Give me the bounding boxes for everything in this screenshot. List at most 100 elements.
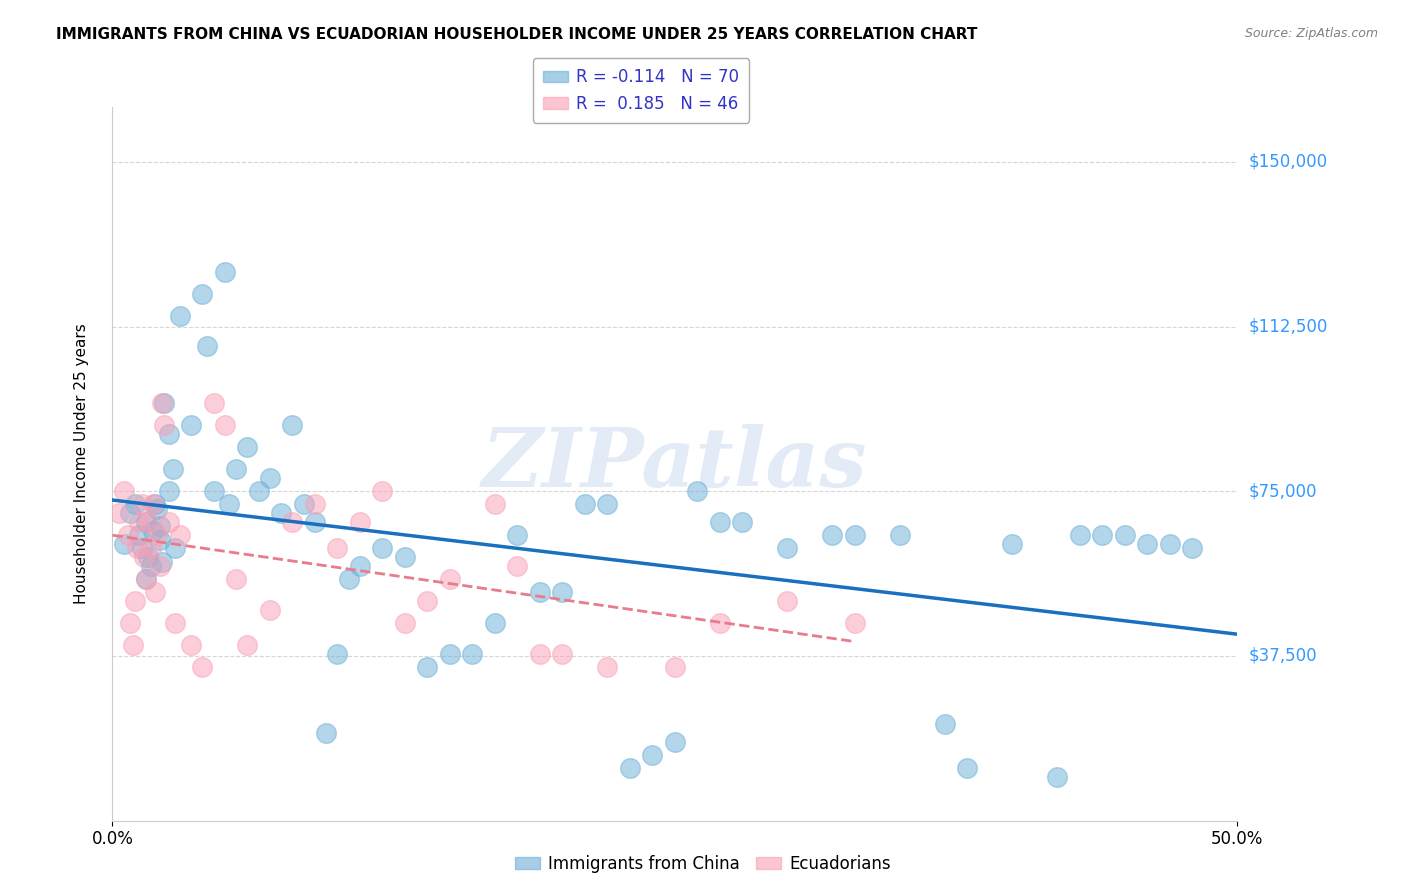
Text: $37,500: $37,500: [1249, 647, 1317, 665]
Point: [821, 528, 844, 542]
Point: [270, 506, 292, 520]
Point: [143, 498, 166, 512]
Point: [138, 550, 160, 565]
Text: IMMIGRANTS FROM CHINA VS ECUADORIAN HOUSEHOLDER INCOME UNDER 25 YEARS CORRELATIO: IMMIGRANTS FROM CHINA VS ECUADORIAN HOUS…: [56, 27, 977, 42]
Point: [120, 506, 142, 520]
Point: [180, 418, 202, 433]
Point: [1181, 541, 1204, 556]
Text: $75,000: $75,000: [1249, 483, 1317, 500]
Point: [731, 515, 754, 529]
Point: [150, 555, 173, 569]
Point: [574, 498, 596, 512]
Point: [131, 541, 153, 556]
Point: [153, 396, 176, 410]
Point: [138, 515, 160, 529]
Point: [165, 541, 187, 556]
Point: [202, 484, 225, 499]
Point: [1001, 537, 1024, 551]
Legend: Immigrants from China, Ecuadorians: Immigrants from China, Ecuadorians: [508, 848, 898, 880]
Point: [664, 734, 686, 748]
Point: [776, 594, 799, 608]
Point: [162, 462, 184, 476]
Point: [135, 572, 157, 586]
Point: [326, 541, 349, 556]
Point: [142, 524, 165, 538]
Point: [1159, 537, 1181, 551]
Point: [484, 498, 506, 512]
Point: [218, 498, 240, 512]
Point: [195, 339, 218, 353]
Point: [112, 484, 135, 499]
Y-axis label: Householder Income Under 25 years: Householder Income Under 25 years: [75, 324, 89, 604]
Text: $150,000: $150,000: [1249, 153, 1327, 171]
Point: [139, 558, 162, 573]
Point: [551, 585, 574, 599]
Point: [529, 647, 551, 661]
Point: [551, 647, 574, 661]
Point: [934, 717, 956, 731]
Point: [1114, 528, 1136, 542]
Point: [1136, 537, 1159, 551]
Point: [641, 747, 664, 762]
Point: [143, 585, 166, 599]
Point: [112, 537, 135, 551]
Point: [127, 541, 149, 556]
Point: [1046, 770, 1069, 784]
Point: [124, 498, 146, 512]
Point: [135, 515, 157, 529]
Point: [124, 594, 146, 608]
Point: [202, 396, 225, 410]
Point: [349, 558, 371, 573]
Point: [416, 660, 439, 674]
Point: [180, 638, 202, 652]
Point: [709, 615, 731, 630]
Point: [371, 541, 394, 556]
Point: [844, 615, 866, 630]
Point: [315, 726, 337, 740]
Point: [1091, 528, 1114, 542]
Point: [131, 498, 153, 512]
Point: [225, 572, 247, 586]
Point: [236, 638, 259, 652]
Point: [349, 515, 371, 529]
Point: [664, 660, 686, 674]
Point: [484, 615, 506, 630]
Point: [259, 603, 281, 617]
Point: [146, 528, 169, 542]
Point: [165, 615, 187, 630]
Point: [529, 585, 551, 599]
Point: [1069, 528, 1091, 542]
Point: [506, 558, 529, 573]
Point: [292, 498, 315, 512]
Point: [956, 761, 979, 775]
Point: [844, 528, 866, 542]
Text: ZIPatlas: ZIPatlas: [482, 424, 868, 504]
Point: [157, 427, 180, 442]
Point: [596, 660, 619, 674]
Point: [157, 484, 180, 499]
Legend: R = -0.114   N = 70, R =  0.185   N = 46: R = -0.114 N = 70, R = 0.185 N = 46: [533, 58, 749, 122]
Point: [247, 484, 270, 499]
Point: [326, 647, 349, 661]
Point: [304, 498, 326, 512]
Point: [394, 615, 416, 630]
Point: [259, 471, 281, 485]
Point: [149, 558, 172, 573]
Point: [304, 515, 326, 529]
Point: [416, 594, 439, 608]
Point: [225, 462, 247, 476]
Point: [108, 506, 131, 520]
Point: [157, 515, 180, 529]
Point: [120, 615, 142, 630]
Point: [191, 660, 214, 674]
Point: [169, 528, 191, 542]
Text: $112,500: $112,500: [1249, 318, 1327, 335]
Point: [117, 528, 139, 542]
Point: [439, 647, 461, 661]
Point: [281, 515, 304, 529]
Point: [506, 528, 529, 542]
Point: [169, 309, 191, 323]
Point: [709, 515, 731, 529]
Point: [153, 418, 176, 433]
Point: [776, 541, 799, 556]
